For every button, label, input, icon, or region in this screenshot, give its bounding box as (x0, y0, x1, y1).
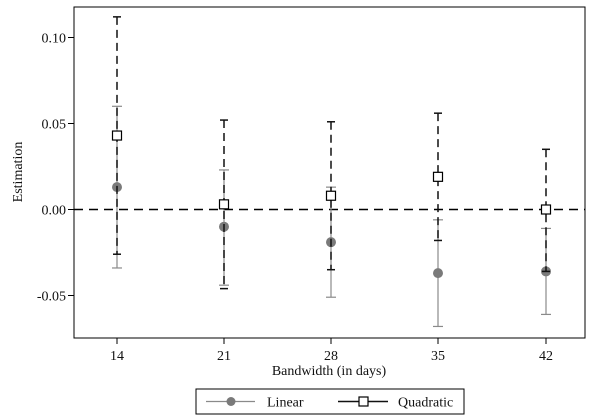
data-point (325, 190, 337, 201)
y-tick-label: 0.00 (42, 204, 67, 219)
y-tick-label: 0.10 (42, 32, 67, 47)
y-tick-label: -0.05 (37, 290, 66, 305)
x-tick-label: 21 (217, 349, 231, 364)
series-quadratic (111, 16, 552, 290)
y-tick-label: 0.05 (42, 118, 67, 133)
legend-quadratic-label: Quadratic (398, 396, 453, 411)
data-point (540, 204, 552, 215)
plot-frame (73, 6, 586, 339)
legend-linear-marker (226, 397, 236, 406)
data-point (433, 268, 443, 279)
x-tick-label: 14 (110, 349, 124, 364)
legend-linear-label: Linear (267, 396, 304, 411)
y-axis-title: Estimation (11, 142, 26, 203)
data-point (111, 130, 123, 141)
data-point (218, 199, 230, 210)
x-axis-title: Bandwidth (in days) (272, 364, 387, 379)
data-point (432, 171, 444, 182)
x-tick-label: 35 (431, 349, 445, 364)
x-tick-label: 42 (539, 349, 553, 364)
x-tick-label: 28 (324, 349, 338, 364)
legend-quadratic-marker (358, 396, 369, 407)
legend (195, 388, 465, 415)
